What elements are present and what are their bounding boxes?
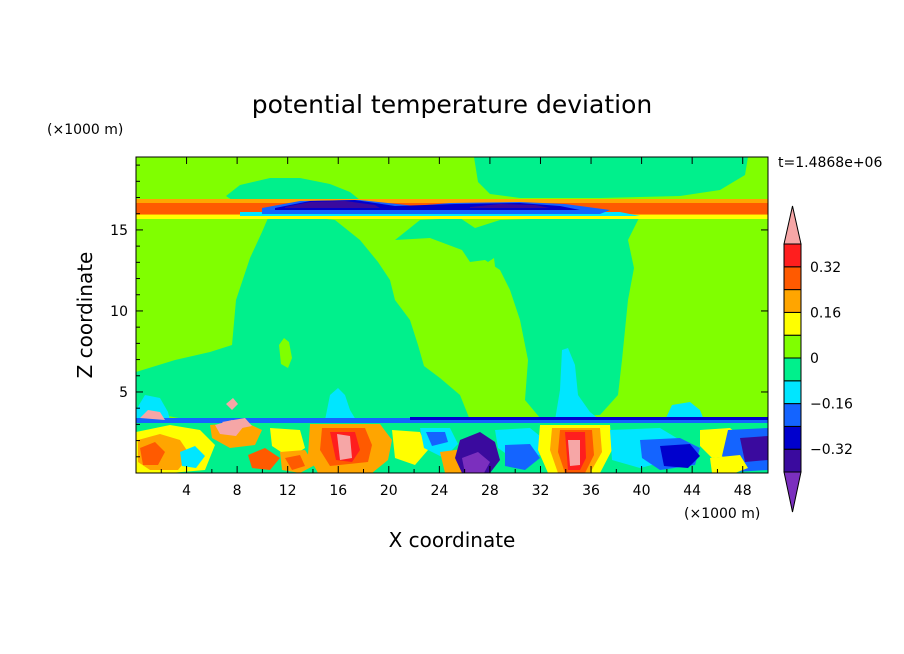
colorbar-box <box>783 266 802 291</box>
green-island-2 <box>488 258 496 278</box>
bl-cell <box>462 452 490 473</box>
x-tick-label: 28 <box>481 483 499 499</box>
plot-frame <box>135 156 769 474</box>
bl-cell <box>285 455 305 470</box>
x-tick-label: 4 <box>182 483 191 499</box>
colorbar-box <box>783 403 802 427</box>
bl-cell <box>248 448 280 470</box>
colorbar-box <box>783 425 802 450</box>
bl-cell <box>660 444 700 468</box>
bl-cell <box>337 434 352 460</box>
x-axis-label: X coordinate <box>389 528 516 552</box>
x-axis: 4 8 12 16 20 24 28 32 36 40 44 48 <box>160 157 752 499</box>
contour-plot-area <box>136 157 768 473</box>
tropopause-purple-zone-east <box>470 204 550 208</box>
bl-cell <box>740 436 768 462</box>
colorbar-tick-label: −0.32 <box>810 442 853 458</box>
colorbar-extend-max <box>783 205 802 245</box>
top-region-1 <box>226 178 360 200</box>
green-island <box>279 338 292 368</box>
x-unit-label: (×1000 m) <box>684 506 760 522</box>
colorbar-tick-label: −0.16 <box>810 397 853 413</box>
y-axis: 5 10 15 <box>110 164 768 458</box>
bl-cell <box>392 430 428 465</box>
x-tick-label: 16 <box>329 483 347 499</box>
boundary-layer-cap <box>136 418 768 423</box>
x-tick-label: 44 <box>683 483 701 499</box>
x-tick-label: 24 <box>430 483 448 499</box>
bl-cell <box>140 442 165 465</box>
colorbar-extend-min <box>783 471 802 513</box>
colorbar-tick-label: 0.32 <box>810 260 841 276</box>
x-tick-label: 12 <box>279 483 297 499</box>
bl-cell <box>270 428 305 458</box>
y-unit-label: (×1000 m) <box>47 122 123 138</box>
colorbar-tick-label: 0.16 <box>810 305 841 321</box>
plume-region-west <box>136 216 470 422</box>
colorbar: 0.32 0.16 0 −0.16 −0.32 <box>783 205 853 513</box>
bl-cell <box>426 432 448 446</box>
top-region-2 <box>474 157 748 198</box>
cyan-plume-right <box>555 348 600 420</box>
cyan-plume-east <box>665 402 704 420</box>
plume-region-center <box>395 216 640 418</box>
x-tick-label: 36 <box>582 483 600 499</box>
colorbar-box <box>783 289 802 313</box>
y-tick-label: 15 <box>110 223 128 239</box>
pink-blob-west-2 <box>226 398 238 410</box>
colorbar-tick-label: 0 <box>810 351 819 367</box>
colorbar-box <box>783 243 802 268</box>
colorbar-box <box>783 334 802 359</box>
x-tick-label: 32 <box>532 483 550 499</box>
bl-cell <box>710 455 748 473</box>
bl-cell <box>180 446 205 468</box>
cyan-plume-left <box>325 388 356 420</box>
colorbar-box <box>783 380 802 405</box>
boundary-layer-cap-dark <box>410 417 768 420</box>
tropopause-yellow-edge <box>136 215 768 219</box>
bl-cell <box>568 440 580 466</box>
colorbar-box <box>783 311 802 336</box>
x-tick-label: 8 <box>233 483 242 499</box>
pink-blob-west-3 <box>222 418 252 430</box>
x-tick-label: 40 <box>633 483 651 499</box>
colorbar-box <box>783 448 802 473</box>
time-label: t=1.4868e+06 <box>778 155 882 171</box>
y-tick-label: 10 <box>110 304 128 320</box>
y-axis-label: Z coordinate <box>73 252 97 379</box>
colorbar-box <box>783 357 802 382</box>
x-tick-label: 20 <box>380 483 398 499</box>
pink-blob-west <box>140 410 165 420</box>
boundary-layer-cells <box>136 420 768 473</box>
chart-title: potential temperature deviation <box>252 90 652 119</box>
bl-cell <box>505 444 540 470</box>
x-tick-label: 48 <box>734 483 752 499</box>
y-tick-label: 5 <box>119 385 128 401</box>
tropopause-purple-zone-west <box>285 201 380 208</box>
